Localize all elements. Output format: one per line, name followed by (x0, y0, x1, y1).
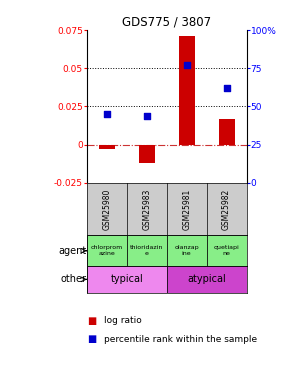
Bar (87, 266, 167, 292)
Text: quetiapi
ne: quetiapi ne (214, 245, 240, 256)
Text: GSM25983: GSM25983 (142, 188, 151, 230)
Point (184, 62, 189, 68)
Text: log ratio: log ratio (104, 316, 142, 325)
Bar (167, 235, 206, 266)
Bar (87, 235, 127, 266)
Bar (99, 144, 115, 149)
Text: GSM25980: GSM25980 (102, 188, 111, 230)
Text: ■: ■ (87, 334, 96, 344)
Text: percentile rank within the sample: percentile rank within the sample (104, 335, 258, 344)
Text: GSM25981: GSM25981 (182, 188, 191, 230)
Bar (206, 235, 246, 266)
Point (224, 85, 229, 91)
Text: agent: agent (58, 246, 86, 256)
Text: ■: ■ (87, 316, 96, 326)
Bar (179, 36, 195, 144)
Text: other: other (60, 274, 86, 284)
Bar (167, 266, 246, 292)
Text: thioridazin
e: thioridazin e (130, 245, 164, 256)
Bar (139, 144, 155, 163)
Text: olanzap
ine: olanzap ine (174, 245, 199, 256)
Bar (127, 235, 167, 266)
Point (144, 112, 149, 118)
Text: typical: typical (110, 274, 143, 284)
Text: GSM25982: GSM25982 (222, 188, 231, 230)
Point (105, 111, 109, 117)
Text: atypical: atypical (187, 274, 226, 284)
Text: chlorprom
azine: chlorprom azine (91, 245, 123, 256)
Bar (219, 118, 235, 144)
Title: GDS775 / 3807: GDS775 / 3807 (122, 16, 211, 29)
